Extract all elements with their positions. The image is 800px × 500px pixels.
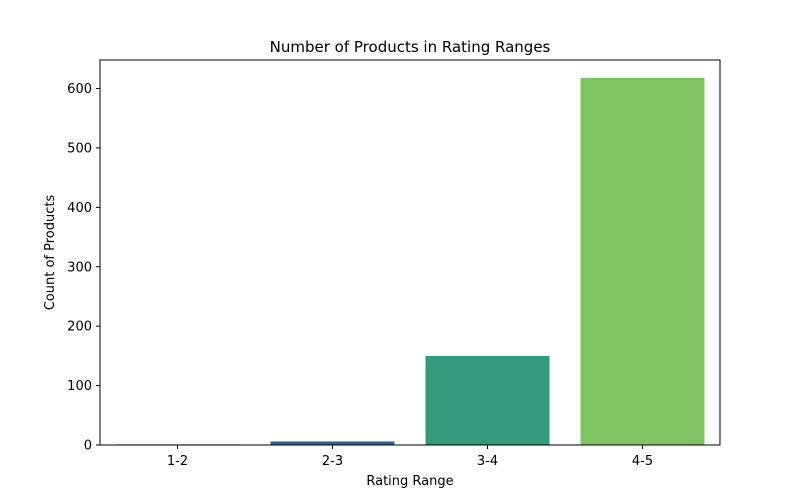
x-tick-label: 1-2 xyxy=(167,454,188,469)
y-tick-label: 600 xyxy=(67,82,92,97)
x-axis: 1-2 2-3 3-4 4-5 xyxy=(167,445,653,469)
plot-frame xyxy=(99,59,721,446)
bar-4-5 xyxy=(580,77,705,445)
y-tick-label: 500 xyxy=(67,141,92,156)
y-tick-label: 0 xyxy=(84,439,92,454)
x-tick-label: 2-3 xyxy=(322,454,343,469)
bar-2-3 xyxy=(270,441,395,445)
y-tick-label: 400 xyxy=(67,201,92,216)
y-tick-label: 300 xyxy=(67,260,92,275)
y-axis-label: Count of Products xyxy=(43,195,58,311)
y-tick-label: 200 xyxy=(67,320,92,335)
x-tick-label: 4-5 xyxy=(632,454,653,469)
x-axis-label: Rating Range xyxy=(366,474,453,489)
bar-3-4 xyxy=(425,355,550,445)
bars-group xyxy=(115,77,705,445)
x-tick-label: 3-4 xyxy=(477,454,498,469)
chart-title: Number of Products in Rating Ranges xyxy=(270,38,551,56)
y-axis: 0 100 200 300 400 500 600 xyxy=(67,82,100,454)
y-tick-label: 100 xyxy=(67,379,92,394)
